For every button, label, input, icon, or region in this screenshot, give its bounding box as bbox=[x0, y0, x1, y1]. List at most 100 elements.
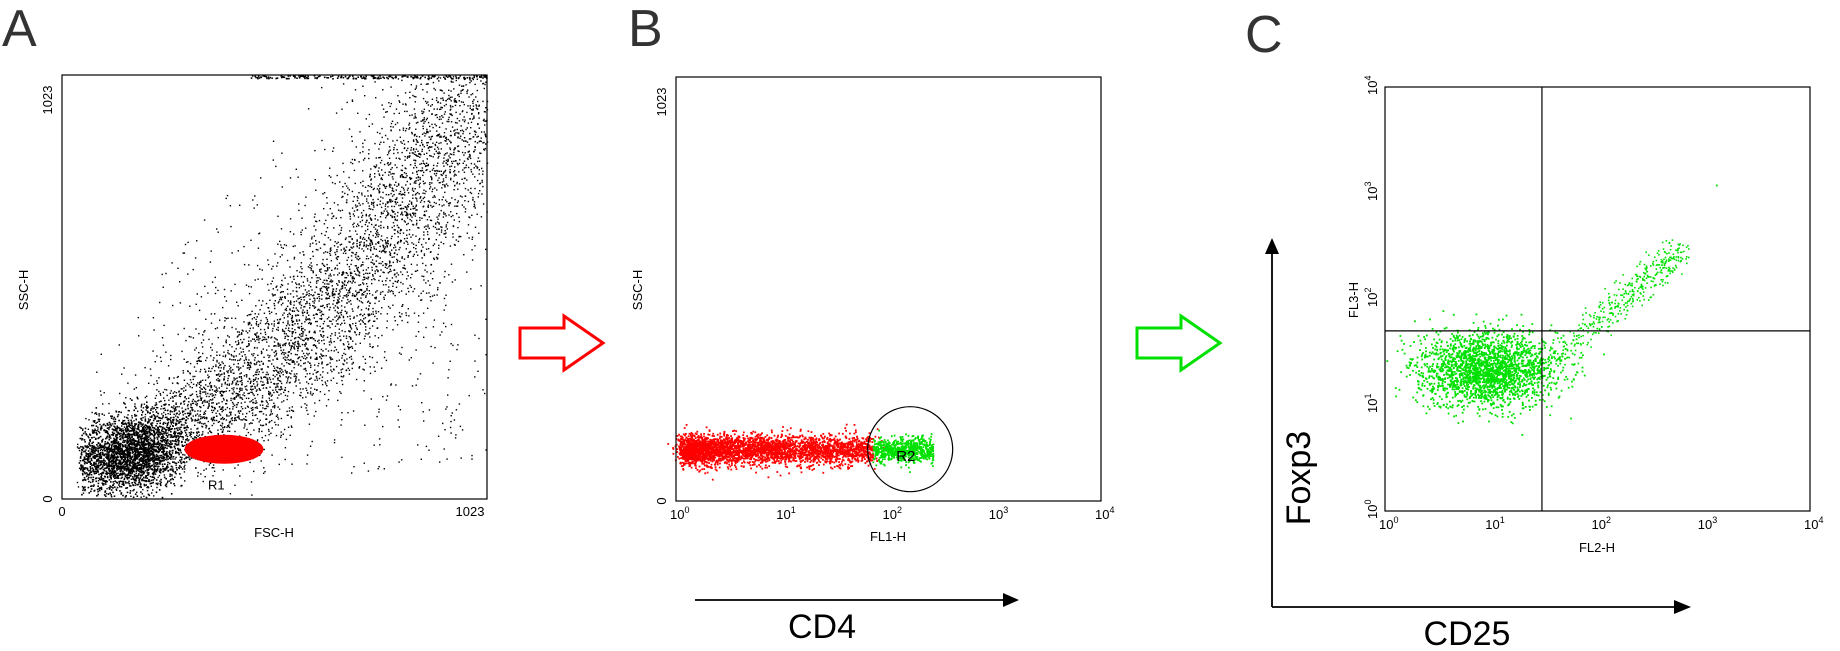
event-dot bbox=[275, 352, 278, 355]
event-dot bbox=[473, 115, 475, 117]
event-dot bbox=[233, 379, 235, 381]
event-dot bbox=[462, 130, 465, 133]
event-dot bbox=[399, 158, 401, 160]
event-dot bbox=[322, 330, 324, 333]
event-dot bbox=[109, 423, 112, 425]
event-dot bbox=[416, 219, 418, 222]
event-dot bbox=[83, 439, 86, 441]
event-dot bbox=[149, 433, 152, 435]
event-dot bbox=[338, 332, 340, 334]
event-dot bbox=[155, 453, 158, 456]
event-dot bbox=[422, 290, 424, 292]
event-dot bbox=[281, 328, 284, 331]
event-dot bbox=[237, 363, 239, 365]
event-dot bbox=[106, 436, 108, 439]
event-dot bbox=[359, 257, 361, 260]
event-dot bbox=[473, 99, 475, 101]
event-dot bbox=[438, 244, 440, 247]
event-dot bbox=[449, 113, 451, 115]
event-dot bbox=[434, 226, 437, 229]
event-dot bbox=[406, 207, 408, 209]
event-dot bbox=[98, 473, 100, 476]
event-dot bbox=[144, 426, 147, 429]
event-dot bbox=[132, 470, 135, 472]
event-dot bbox=[159, 417, 161, 419]
event-dot bbox=[432, 225, 435, 228]
event-dot bbox=[162, 407, 164, 410]
event-dot bbox=[277, 329, 279, 331]
event-dot bbox=[239, 380, 241, 383]
event-dot bbox=[392, 304, 394, 306]
event-dot bbox=[184, 441, 186, 443]
event-dot bbox=[185, 398, 188, 400]
event-dot bbox=[226, 414, 228, 416]
event-dot bbox=[246, 367, 249, 369]
event-dot bbox=[416, 155, 418, 157]
event-dot bbox=[247, 324, 250, 326]
event-dot bbox=[185, 429, 188, 431]
event-dot bbox=[473, 203, 476, 205]
event-dot bbox=[296, 314, 299, 316]
event-dot bbox=[480, 137, 482, 139]
event-dot bbox=[170, 434, 173, 436]
event-dot bbox=[150, 374, 152, 377]
event-dot bbox=[156, 463, 158, 466]
event-dot bbox=[399, 232, 401, 235]
event-dot bbox=[271, 323, 273, 325]
event-dot bbox=[335, 257, 338, 259]
event-dot bbox=[134, 427, 136, 429]
event-dot bbox=[454, 205, 456, 207]
event-dot bbox=[119, 465, 122, 468]
event-dot bbox=[121, 463, 123, 465]
event-dot bbox=[407, 243, 409, 245]
event-dot bbox=[390, 237, 393, 240]
event-dot bbox=[334, 251, 336, 254]
event-dot bbox=[163, 474, 166, 476]
event-dot bbox=[391, 209, 393, 211]
event-dot bbox=[380, 213, 383, 215]
event-dot bbox=[142, 441, 145, 443]
event-dot bbox=[359, 288, 362, 291]
event-dot bbox=[328, 275, 330, 277]
event-dot bbox=[283, 317, 285, 319]
event-dot bbox=[337, 284, 339, 286]
event-dot bbox=[359, 204, 361, 206]
event-dot bbox=[139, 474, 142, 476]
event-dot bbox=[341, 300, 343, 302]
event-dot bbox=[94, 465, 96, 468]
event-dot bbox=[219, 414, 222, 416]
event-dot bbox=[118, 463, 121, 465]
event-dot bbox=[439, 152, 441, 155]
event-dot bbox=[363, 278, 366, 280]
event-dot bbox=[448, 155, 450, 157]
event-dot bbox=[132, 446, 134, 449]
event-dot bbox=[102, 403, 104, 405]
event-dot bbox=[471, 93, 474, 95]
event-dot bbox=[126, 435, 129, 437]
event-dot bbox=[98, 436, 100, 439]
event-dot bbox=[176, 376, 179, 379]
event-dot bbox=[466, 111, 468, 114]
event-dot bbox=[283, 352, 285, 354]
event-dot bbox=[299, 382, 301, 384]
event-dot bbox=[297, 357, 300, 359]
event-dot bbox=[320, 268, 322, 270]
event-dot bbox=[418, 169, 420, 172]
event-dot bbox=[427, 141, 429, 144]
event-dot bbox=[246, 405, 249, 407]
event-dot bbox=[292, 360, 295, 362]
event-dot bbox=[124, 475, 127, 478]
event-dot bbox=[128, 448, 130, 450]
event-dot bbox=[193, 366, 196, 368]
event-dot bbox=[299, 301, 302, 303]
event-dot bbox=[368, 313, 370, 315]
event-dot bbox=[142, 464, 144, 467]
event-dot bbox=[394, 219, 396, 221]
event-dot bbox=[335, 288, 338, 290]
event-dot bbox=[168, 404, 170, 406]
event-dot bbox=[289, 313, 291, 316]
event-dot bbox=[440, 135, 442, 137]
event-dot bbox=[145, 484, 147, 486]
event-dot bbox=[463, 116, 465, 118]
event-dot bbox=[104, 495, 107, 497]
